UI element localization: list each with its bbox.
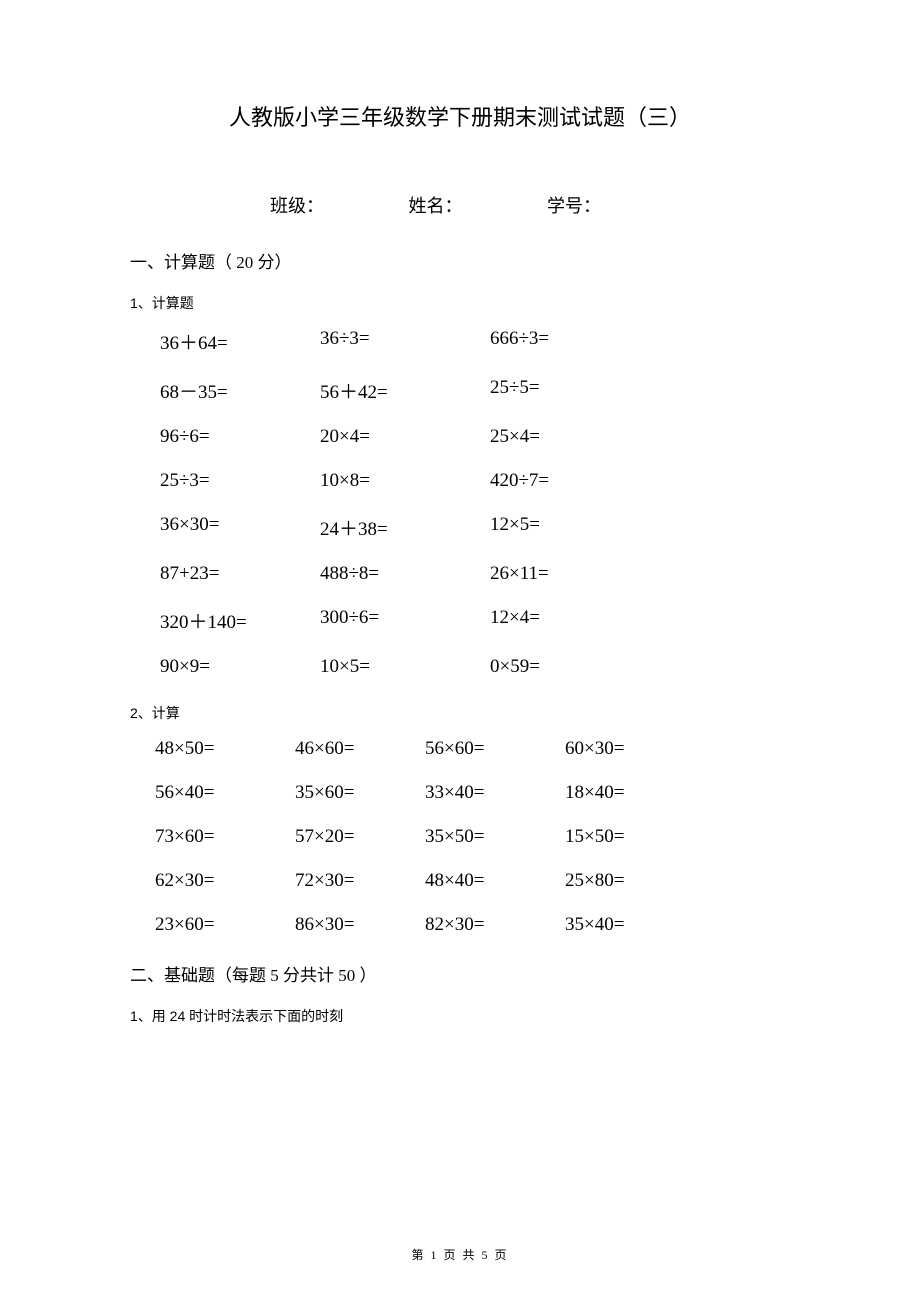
section2-sub1-header: 1、用 24 时计时法表示下面的时刻 <box>130 1006 790 1026</box>
problem-cell: 35×60= <box>295 782 425 804</box>
problem-cell: 96÷6= <box>160 426 320 448</box>
problem-cell: 57×20= <box>295 826 425 848</box>
problem-cell: 56＋42= <box>320 377 490 404</box>
problem-cell: 25×4= <box>490 426 640 448</box>
problem-cell: 26×11= <box>490 563 640 585</box>
section1-header: 一、计算题（ 20 分） <box>130 248 790 273</box>
section1-sub2-header: 2、计算 <box>130 703 790 723</box>
problem-cell: 86×30= <box>295 914 425 936</box>
problem-row: 36×30= 24＋38= 12×5= <box>160 514 790 541</box>
problem-cell: 488÷8= <box>320 563 490 585</box>
class-label: 班级： <box>270 192 324 218</box>
problem-row: 23×60= 86×30= 82×30= 35×40= <box>155 914 790 936</box>
problem-cell: 56×60= <box>425 738 565 760</box>
problem-cell: 48×50= <box>155 738 295 760</box>
problem-cell: 12×4= <box>490 607 640 634</box>
name-label: 姓名： <box>409 192 463 218</box>
problem-row: 48×50= 46×60= 56×60= 60×30= <box>155 738 790 760</box>
id-label: 学号： <box>547 192 601 218</box>
problem-cell: 33×40= <box>425 782 565 804</box>
problem-cell: 18×40= <box>565 782 685 804</box>
problem-row: 68－35= 56＋42= 25÷5= <box>160 377 790 404</box>
problem-cell: 46×60= <box>295 738 425 760</box>
problem-cell: 60×30= <box>565 738 685 760</box>
problem-cell: 15×50= <box>565 826 685 848</box>
problem-cell: 35×50= <box>425 826 565 848</box>
problem-row: 320＋140= 300÷6= 12×4= <box>160 607 790 634</box>
problem-cell: 36×30= <box>160 514 320 541</box>
problem-row: 36＋64= 36÷3= 666÷3= <box>160 328 790 355</box>
problem-row: 62×30= 72×30= 48×40= 25×80= <box>155 870 790 892</box>
problems-grid-2: 48×50= 46×60= 56×60= 60×30= 56×40= 35×60… <box>130 738 790 936</box>
problem-cell: 56×40= <box>155 782 295 804</box>
problem-cell: 25÷3= <box>160 470 320 492</box>
problem-cell: 35×40= <box>565 914 685 936</box>
problem-row: 73×60= 57×20= 35×50= 15×50= <box>155 826 790 848</box>
page-footer: 第 1 页 共 5 页 <box>0 1246 920 1263</box>
problem-cell: 12×5= <box>490 514 640 541</box>
problem-cell: 0×59= <box>490 656 640 678</box>
problem-row: 87+23= 488÷8= 26×11= <box>160 563 790 585</box>
problem-cell: 320＋140= <box>160 607 320 634</box>
exam-page: 人教版小学三年级数学下册期末测试试题（三） 班级： 姓名： 学号： 一、计算题（… <box>0 0 920 1303</box>
problem-row: 96÷6= 20×4= 25×4= <box>160 426 790 448</box>
problem-cell: 48×40= <box>425 870 565 892</box>
problem-cell: 23×60= <box>155 914 295 936</box>
problems-grid-1: 36＋64= 36÷3= 666÷3= 68－35= 56＋42= 25÷5= … <box>130 328 790 678</box>
problem-cell: 90×9= <box>160 656 320 678</box>
problem-cell: 36＋64= <box>160 328 320 355</box>
problem-cell: 24＋38= <box>320 514 490 541</box>
problem-cell: 10×5= <box>320 656 490 678</box>
exam-title: 人教版小学三年级数学下册期末测试试题（三） <box>130 100 790 132</box>
problem-row: 56×40= 35×60= 33×40= 18×40= <box>155 782 790 804</box>
problem-cell: 300÷6= <box>320 607 490 634</box>
problem-row: 25÷3= 10×8= 420÷7= <box>160 470 790 492</box>
section2-header: 二、基础题（每题 5 分共计 50 ） <box>130 961 790 986</box>
problem-cell: 62×30= <box>155 870 295 892</box>
problem-cell: 25÷5= <box>490 377 640 404</box>
problem-cell: 666÷3= <box>490 328 640 355</box>
problem-cell: 20×4= <box>320 426 490 448</box>
problem-cell: 10×8= <box>320 470 490 492</box>
problem-cell: 420÷7= <box>490 470 640 492</box>
section1-sub1-header: 1、计算题 <box>130 293 790 313</box>
problem-cell: 87+23= <box>160 563 320 585</box>
problem-cell: 25×80= <box>565 870 685 892</box>
student-info-row: 班级： 姓名： 学号： <box>130 192 790 218</box>
problem-cell: 72×30= <box>295 870 425 892</box>
problem-cell: 73×60= <box>155 826 295 848</box>
problem-cell: 82×30= <box>425 914 565 936</box>
problem-row: 90×9= 10×5= 0×59= <box>160 656 790 678</box>
problem-cell: 68－35= <box>160 377 320 404</box>
problem-cell: 36÷3= <box>320 328 490 355</box>
